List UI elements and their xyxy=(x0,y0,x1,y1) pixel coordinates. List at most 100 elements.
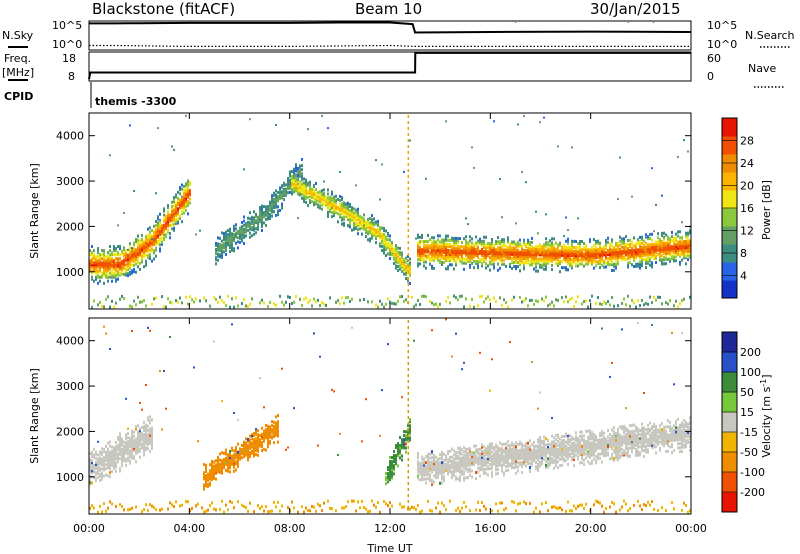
heatmap-cell xyxy=(427,499,429,503)
heatmap-cell xyxy=(565,251,567,255)
heatmap-cell xyxy=(591,248,593,252)
heatmap-cell xyxy=(221,499,223,503)
heatmap-cell xyxy=(551,456,553,460)
heatmap-cell xyxy=(455,249,457,253)
heatmap-cell xyxy=(633,236,635,240)
heatmap-cell xyxy=(103,305,105,309)
heatmap-cell xyxy=(307,181,309,185)
heatmap-cell xyxy=(221,298,223,302)
heatmap-cell xyxy=(429,258,431,262)
heatmap-cell xyxy=(499,252,501,256)
heatmap-cell xyxy=(145,259,147,263)
heatmap-cell xyxy=(147,242,149,245)
heatmap-cell xyxy=(243,242,245,245)
heatmap-cell xyxy=(149,244,151,248)
heatmap-cell xyxy=(597,251,599,255)
heatmap-cell xyxy=(277,440,279,444)
heatmap-cell xyxy=(325,203,327,207)
heatmap-cell xyxy=(91,259,93,263)
heatmap-cell xyxy=(431,244,433,248)
heatmap-cell xyxy=(655,203,657,206)
heatmap-cell xyxy=(409,261,411,265)
heatmap-cell xyxy=(139,249,141,253)
heatmap-cell xyxy=(373,233,375,237)
heatmap-cell xyxy=(293,176,295,180)
heatmap-cell xyxy=(253,450,255,454)
heatmap-cell xyxy=(497,236,499,240)
heatmap-cell xyxy=(647,253,649,257)
heatmap-cell xyxy=(613,246,615,250)
heatmap-cell xyxy=(483,243,485,247)
heatmap-cell xyxy=(103,267,105,271)
heatmap-cell xyxy=(161,242,163,246)
heatmap-cell xyxy=(389,476,391,480)
freq-panel: Freq. [MHz] 18 8 60 0 Nave xyxy=(2,51,784,88)
heatmap-cell xyxy=(603,253,605,257)
heatmap-cell xyxy=(439,240,441,244)
heatmap-cell xyxy=(573,256,575,260)
heatmap-cell xyxy=(103,464,105,468)
heatmap-cell xyxy=(117,269,119,273)
heatmap-cell xyxy=(357,217,359,221)
heatmap-cell xyxy=(495,258,497,262)
heatmap-cell xyxy=(241,450,243,454)
heatmap-cell xyxy=(517,265,519,269)
heatmap-cell xyxy=(433,266,435,270)
heatmap-cell xyxy=(459,466,461,470)
heatmap-cell xyxy=(469,243,471,247)
heatmap-cell xyxy=(515,259,517,262)
heatmap-cell xyxy=(495,250,497,254)
heatmap-cell xyxy=(681,246,683,250)
heatmap-cell xyxy=(645,249,647,253)
heatmap-cell xyxy=(475,477,477,481)
heatmap-cell xyxy=(185,204,187,208)
heatmap-cell xyxy=(291,170,293,174)
heatmap-cell xyxy=(399,502,401,506)
heatmap-cell xyxy=(91,461,93,465)
heatmap-cell xyxy=(163,233,165,236)
heatmap-cell xyxy=(401,444,403,448)
heatmap-cell xyxy=(171,223,173,227)
heatmap-cell xyxy=(151,239,153,243)
heatmap-cell xyxy=(615,262,617,266)
heatmap-cell xyxy=(431,301,433,305)
heatmap-cell xyxy=(493,448,495,452)
heatmap-cell xyxy=(487,252,489,256)
heatmap-cell xyxy=(333,210,335,213)
heatmap-cell xyxy=(391,470,393,474)
heatmap-cell xyxy=(471,251,473,255)
heatmap-cell xyxy=(477,458,479,462)
heatmap-cell xyxy=(141,408,143,411)
heatmap-cell xyxy=(103,456,105,460)
heatmap-cell xyxy=(127,255,129,259)
heatmap-cell xyxy=(545,251,547,255)
heatmap-cell xyxy=(421,461,423,465)
heatmap-cell xyxy=(651,253,653,257)
heatmap-cell xyxy=(137,257,139,261)
heatmap-cell xyxy=(237,240,239,244)
heatmap-cell xyxy=(251,297,253,301)
heatmap-cell xyxy=(101,463,103,467)
heatmap-cell xyxy=(189,189,191,193)
heatmap-cell xyxy=(157,217,159,221)
heatmap-cell xyxy=(101,477,103,481)
heatmap-cell xyxy=(529,259,531,263)
heatmap-cell xyxy=(263,429,265,433)
heatmap-cell xyxy=(543,451,545,455)
heatmap-cell xyxy=(569,262,571,266)
heatmap-cell xyxy=(147,438,149,442)
heatmap-cell xyxy=(259,377,261,379)
heatmap-cell xyxy=(135,425,137,429)
heatmap-cell xyxy=(487,449,489,452)
heatmap-cell xyxy=(507,448,509,452)
heatmap-cell xyxy=(157,239,159,243)
heatmap-cell xyxy=(189,509,191,513)
heatmap-cell xyxy=(549,463,551,467)
heatmap-cell xyxy=(91,265,93,269)
heatmap-cell xyxy=(397,452,399,456)
heatmap-cell xyxy=(175,207,177,211)
heatmap-cell xyxy=(261,443,263,446)
heatmap-cell xyxy=(513,457,515,461)
heatmap-cell xyxy=(243,448,245,452)
heatmap-cell xyxy=(263,406,265,409)
